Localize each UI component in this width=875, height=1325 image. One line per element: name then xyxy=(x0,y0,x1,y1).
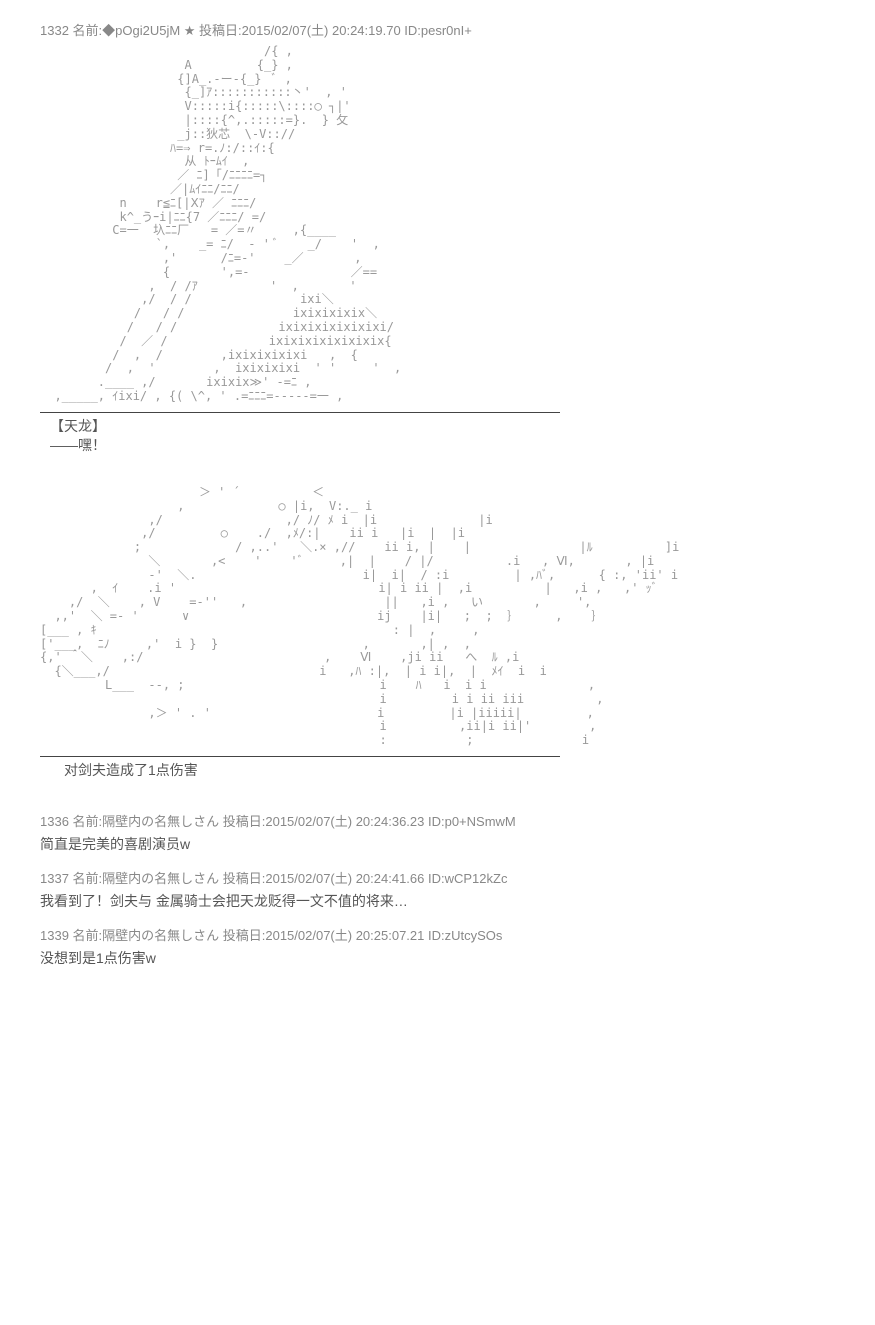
post-1332: 1332 名前:◆pOgi2U5jM ★ 投稿日:2015/02/07(土) 2… xyxy=(40,20,835,781)
reply-1339: 1339 名前:隔壁内の名無しさん 投稿日:2015/02/07(土) 20:2… xyxy=(40,925,835,968)
divider xyxy=(40,756,560,757)
reply-1336: 1336 名前:隔壁内の名無しさん 投稿日:2015/02/07(土) 20:2… xyxy=(40,811,835,854)
reply-body: 简直是完美的喜剧演员w xyxy=(40,834,835,854)
divider xyxy=(40,412,560,413)
reply-header: 1337 名前:隔壁内の名無しさん 投稿日:2015/02/07(土) 20:2… xyxy=(40,868,835,887)
damage-text: 对剑夫造成了1点伤害 xyxy=(50,762,198,778)
dialog-block-2: 对剑夫造成了1点伤害 xyxy=(50,761,835,781)
dialog-line: ——嘿！ xyxy=(50,437,106,453)
dialog-block-1: 【天龙】 ——嘿！ xyxy=(50,417,835,456)
character-name: 【天龙】 xyxy=(50,418,106,434)
reply-body: 没想到是1点伤害w xyxy=(40,948,835,968)
reply-header: 1336 名前:隔壁内の名無しさん 投稿日:2015/02/07(土) 20:2… xyxy=(40,811,835,830)
post-header: 1332 名前:◆pOgi2U5jM ★ 投稿日:2015/02/07(土) 2… xyxy=(40,20,835,39)
ascii-art-2: ＞ ' ´ ＜ , ○ |i, V:._ i ,/ ,/ ﾉ/ ﾒ i |i |… xyxy=(40,486,835,748)
reply-header: 1339 名前:隔壁内の名無しさん 投稿日:2015/02/07(土) 20:2… xyxy=(40,925,835,944)
reply-body: 我看到了！剑夫与 金属骑士会把天龙贬得一文不值的将来… xyxy=(40,891,835,911)
ascii-art-1: /{ , A {_} , {]A_.-ー-{_} ﾞ , {_]ｱ:::::::… xyxy=(40,45,835,404)
reply-1337: 1337 名前:隔壁内の名無しさん 投稿日:2015/02/07(土) 20:2… xyxy=(40,868,835,911)
